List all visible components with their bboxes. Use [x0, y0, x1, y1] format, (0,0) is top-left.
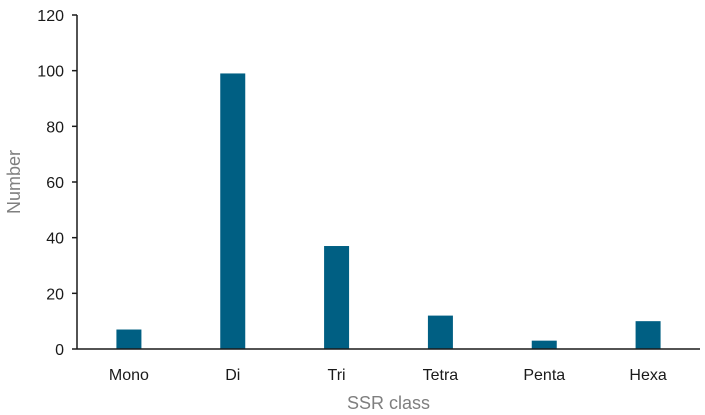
x-tick-label: Penta — [523, 367, 565, 384]
bars — [116, 73, 661, 349]
y-tick-label: 120 — [37, 8, 64, 25]
x-axis-title: SSR class — [347, 393, 430, 413]
bar-hexa — [635, 321, 661, 349]
y-tick-label: 80 — [46, 119, 64, 136]
y-tick-label: 60 — [46, 175, 64, 192]
bar-penta — [531, 340, 557, 349]
x-tick-label: Di — [225, 367, 240, 384]
x-tick-label: Tetra — [423, 367, 459, 384]
y-axis-ticks: 0 20 40 60 80 100 120 — [37, 8, 77, 359]
bar-tetra — [427, 315, 453, 349]
y-tick-label: 100 — [37, 64, 64, 81]
y-tick-label: 0 — [55, 342, 64, 359]
y-tick-label: 20 — [46, 286, 64, 303]
x-axis-ticks: Mono Di Tri Tetra Penta Hexa — [109, 367, 667, 384]
x-tick-label: Hexa — [629, 367, 666, 384]
y-tick-label: 40 — [46, 231, 64, 248]
x-tick-label: Tri — [328, 367, 346, 384]
y-axis-title: Number — [4, 150, 24, 214]
bar-di — [220, 73, 246, 349]
x-tick-label: Mono — [109, 367, 149, 384]
bar-tri — [324, 246, 350, 349]
bar-mono — [116, 329, 142, 349]
